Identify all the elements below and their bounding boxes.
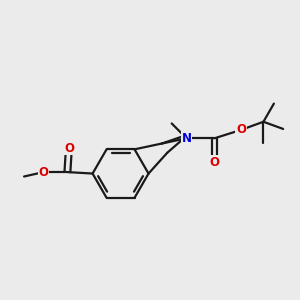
Text: N: N — [182, 132, 191, 145]
Text: O: O — [236, 123, 246, 136]
Text: O: O — [64, 142, 74, 155]
Text: O: O — [209, 156, 220, 169]
Text: O: O — [39, 166, 49, 178]
